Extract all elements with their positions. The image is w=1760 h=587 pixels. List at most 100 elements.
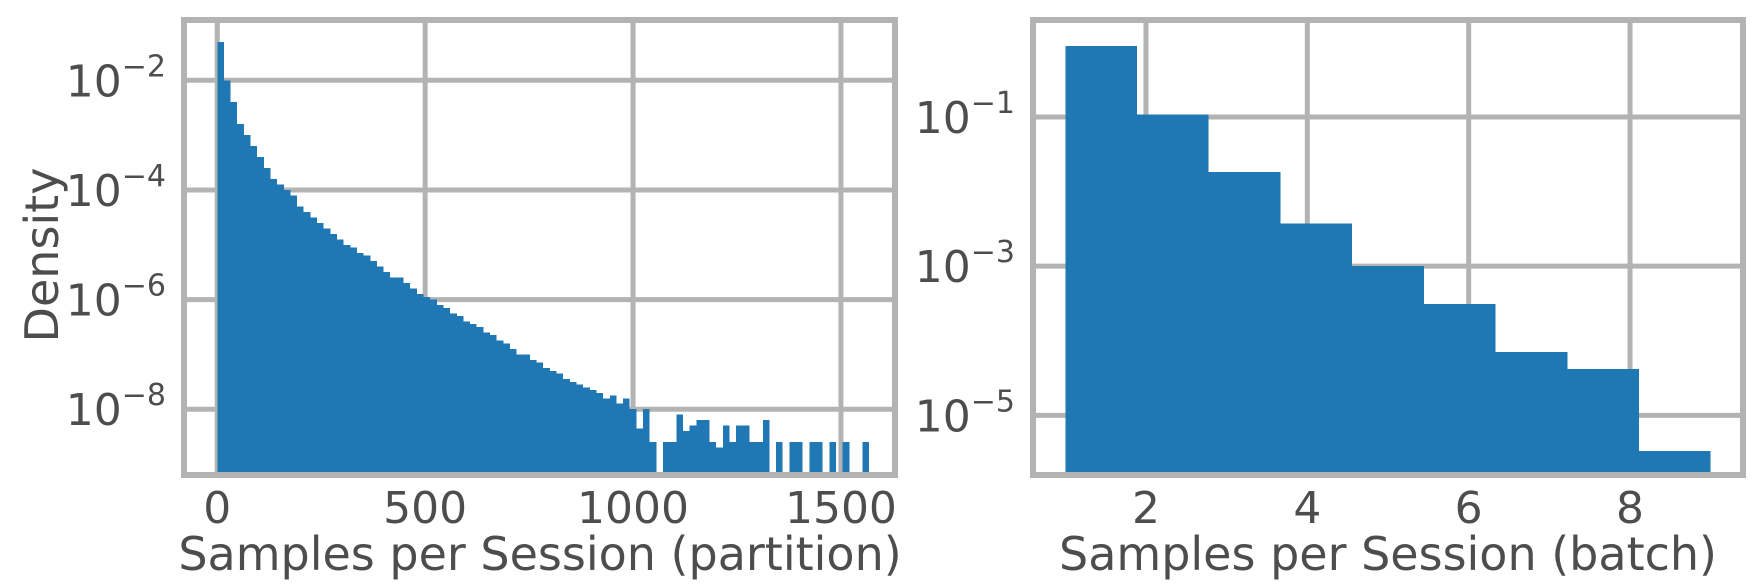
histogram-bar [403, 283, 411, 475]
histogram-bar [1065, 46, 1137, 475]
histogram-bar [370, 261, 377, 475]
x-tick-label: 2 [1132, 483, 1160, 534]
histogram-bar [829, 442, 836, 475]
histogram-bar [736, 425, 743, 475]
histogram-bar [682, 431, 690, 475]
histogram-bar [629, 409, 637, 475]
histogram-bar [356, 252, 364, 475]
y-tick-label: 10−3 [915, 235, 1015, 293]
histogram-bar [410, 288, 417, 475]
y-tick-label: 10−4 [66, 159, 166, 217]
histogram-bar [257, 157, 264, 475]
histogram-bar [816, 442, 823, 475]
histogram-bar [649, 442, 657, 475]
histogram-bar [1495, 351, 1568, 475]
histogram-bar [516, 354, 524, 475]
y-tick-label: 10−2 [66, 49, 166, 107]
histogram-bar [290, 195, 298, 475]
histogram-bar [796, 442, 803, 475]
histogram-bar [1208, 172, 1281, 475]
histogram-bar [297, 206, 304, 475]
histogram-bar [390, 277, 397, 475]
histogram-bar [662, 442, 670, 475]
x-ticks-partition: 0 500 1000 1500 [203, 483, 897, 534]
histogram-bar [603, 398, 610, 475]
histogram-bar [1567, 369, 1640, 475]
histogram-bar [443, 307, 451, 475]
histogram-bar [496, 340, 504, 475]
histogram-bar [430, 299, 437, 475]
histogram-bar [842, 442, 850, 475]
histogram-bar [689, 425, 697, 475]
histogram-bar [277, 184, 284, 475]
histogram-bar [762, 420, 770, 475]
plot-frame-partition [181, 17, 898, 478]
histogram-bar [523, 354, 530, 475]
histogram-bar [283, 189, 291, 475]
y-tick-label: 10−8 [66, 378, 166, 436]
histogram-bar [243, 135, 251, 475]
histogram-bar [643, 409, 650, 475]
y-tick-label: 10−6 [66, 269, 166, 327]
histogram-bar [463, 321, 471, 475]
histogram-bar [323, 228, 331, 475]
histogram-bar [237, 124, 244, 476]
histogram-bar [609, 395, 617, 475]
histogram-bar [862, 442, 870, 475]
histogram-bar [1639, 451, 1711, 475]
histogram-bar [709, 442, 717, 475]
x-axis-label-batch: Samples per Session (batch) [1059, 527, 1717, 581]
histogram-bar [270, 178, 278, 476]
histogram-bar [376, 266, 384, 475]
histogram-bar [330, 233, 338, 475]
chart-partition: 0 500 1000 1500 10−2 10−4 10−6 10−8 Samples pe… [15, 17, 902, 581]
histogram-bar [776, 442, 783, 475]
histogram-bar [1136, 114, 1209, 476]
histogram-bar [729, 442, 737, 475]
histogram-bar [343, 244, 351, 475]
histogram-bar [576, 384, 584, 475]
histogram-bar [217, 41, 224, 476]
histogram-bar [569, 381, 577, 475]
histogram-bar [716, 447, 723, 475]
histogram-bar [396, 277, 404, 475]
histogram-bar [809, 442, 816, 475]
histogram-bar [250, 146, 258, 475]
histogram-bar [543, 368, 550, 475]
histogram-bar [416, 294, 424, 475]
histogram-bar [756, 442, 763, 475]
plot-frame-batch [1030, 17, 1746, 478]
histogram-bar [223, 80, 231, 475]
histogram-bar [676, 414, 683, 475]
histogram-bar [450, 313, 457, 475]
x-tick-label: 1500 [785, 483, 897, 534]
y-ticks-partition: 10−2 10−4 10−6 10−8 [66, 49, 166, 436]
histogram-bar [596, 392, 604, 475]
histogram-bar [363, 255, 371, 475]
histogram-bar [563, 379, 570, 475]
histogram-bar [529, 359, 537, 475]
y-ticks-batch: 10−1 10−3 10−5 [915, 86, 1015, 442]
histogram-bar [483, 332, 491, 475]
histogram-bar [470, 324, 477, 475]
histogram-bar [616, 403, 624, 475]
histogram-bar [263, 168, 271, 475]
histogram-bar [503, 343, 510, 475]
x-tick-label: 1000 [577, 483, 689, 534]
histogram-bar [702, 420, 710, 475]
bars-partition [217, 41, 870, 476]
histogram-bar [636, 428, 644, 475]
histogram-bar [722, 425, 730, 475]
histogram-bar [310, 217, 318, 475]
histogram-bar [1352, 266, 1424, 475]
histogram-bar [1423, 304, 1496, 475]
histogram-bar [456, 316, 464, 475]
histogram-bar [1280, 223, 1353, 475]
histogram-bar [623, 398, 630, 475]
histogram-bar [317, 222, 324, 475]
histogram-bar [742, 425, 750, 475]
histogram-bar [337, 239, 344, 475]
histogram-bar [696, 420, 703, 475]
x-axis-label-partition: Samples per Session (partition) [178, 527, 901, 581]
